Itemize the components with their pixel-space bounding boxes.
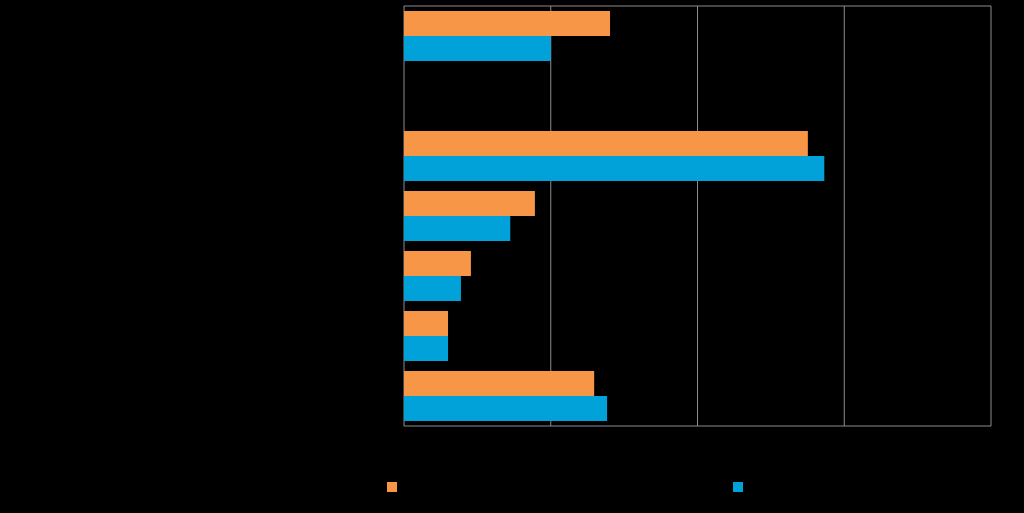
- bar: [404, 336, 449, 361]
- legend-swatch: [733, 482, 743, 492]
- bar: [404, 11, 611, 36]
- bar: [404, 131, 808, 156]
- bar: [404, 191, 535, 216]
- bar: [404, 396, 608, 421]
- bar: [404, 276, 461, 301]
- bar: [404, 156, 825, 181]
- bar: [404, 251, 471, 276]
- bar: [404, 36, 551, 61]
- legend-swatch: [387, 482, 397, 492]
- bar: [404, 371, 595, 396]
- bar: [404, 216, 511, 241]
- bar: [404, 311, 449, 336]
